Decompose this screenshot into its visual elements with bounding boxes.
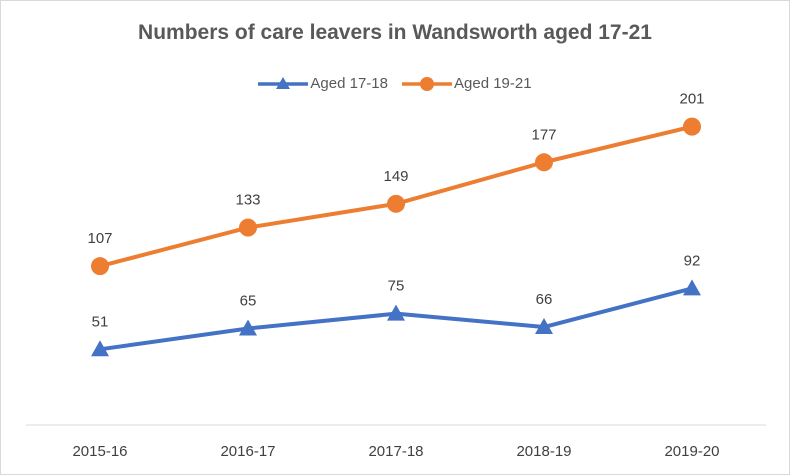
data-point-circle: [387, 194, 405, 213]
data-point-circle: [91, 257, 109, 276]
x-tick-label: 2017-18: [368, 443, 423, 460]
data-point-triangle: [535, 318, 553, 335]
data-label: 92: [684, 252, 701, 269]
legend-swatch-triangle-icon: [258, 76, 309, 89]
data-label: 201: [679, 91, 704, 108]
data-label: 107: [87, 230, 112, 247]
data-label: 66: [536, 291, 553, 308]
data-point-circle: [535, 153, 553, 172]
x-tick-label: 2016-17: [220, 443, 275, 460]
data-label: 75: [388, 278, 405, 295]
data-point-circle: [239, 218, 257, 237]
data-point-triangle: [683, 279, 701, 296]
legend-item-aged-19-21: Aged 19-21: [402, 75, 532, 92]
legend-item-aged-17-18: Aged 17-18: [258, 75, 388, 92]
legend-label-aged-17-18: Aged 17-18: [310, 75, 388, 92]
x-tick-label: 2018-19: [516, 443, 571, 460]
data-point-triangle: [91, 340, 109, 357]
x-tick-label: 2015-16: [72, 443, 127, 460]
x-tick-label: 2019-20: [664, 443, 719, 460]
legend-swatch-circle-icon: [402, 76, 452, 91]
legend: Aged 17-18 Aged 19-21: [1, 75, 789, 92]
data-label: 65: [240, 293, 257, 310]
data-point-triangle: [387, 304, 405, 321]
data-point-triangle: [239, 319, 257, 336]
data-point-circle: [683, 117, 701, 136]
data-label: 177: [531, 126, 556, 143]
data-label: 133: [235, 192, 260, 209]
chart-title: Numbers of care leavers in Wandsworth ag…: [138, 21, 652, 44]
data-label: 51: [92, 313, 109, 330]
legend-label-aged-19-21: Aged 19-21: [454, 75, 532, 92]
data-label: 149: [383, 168, 408, 185]
